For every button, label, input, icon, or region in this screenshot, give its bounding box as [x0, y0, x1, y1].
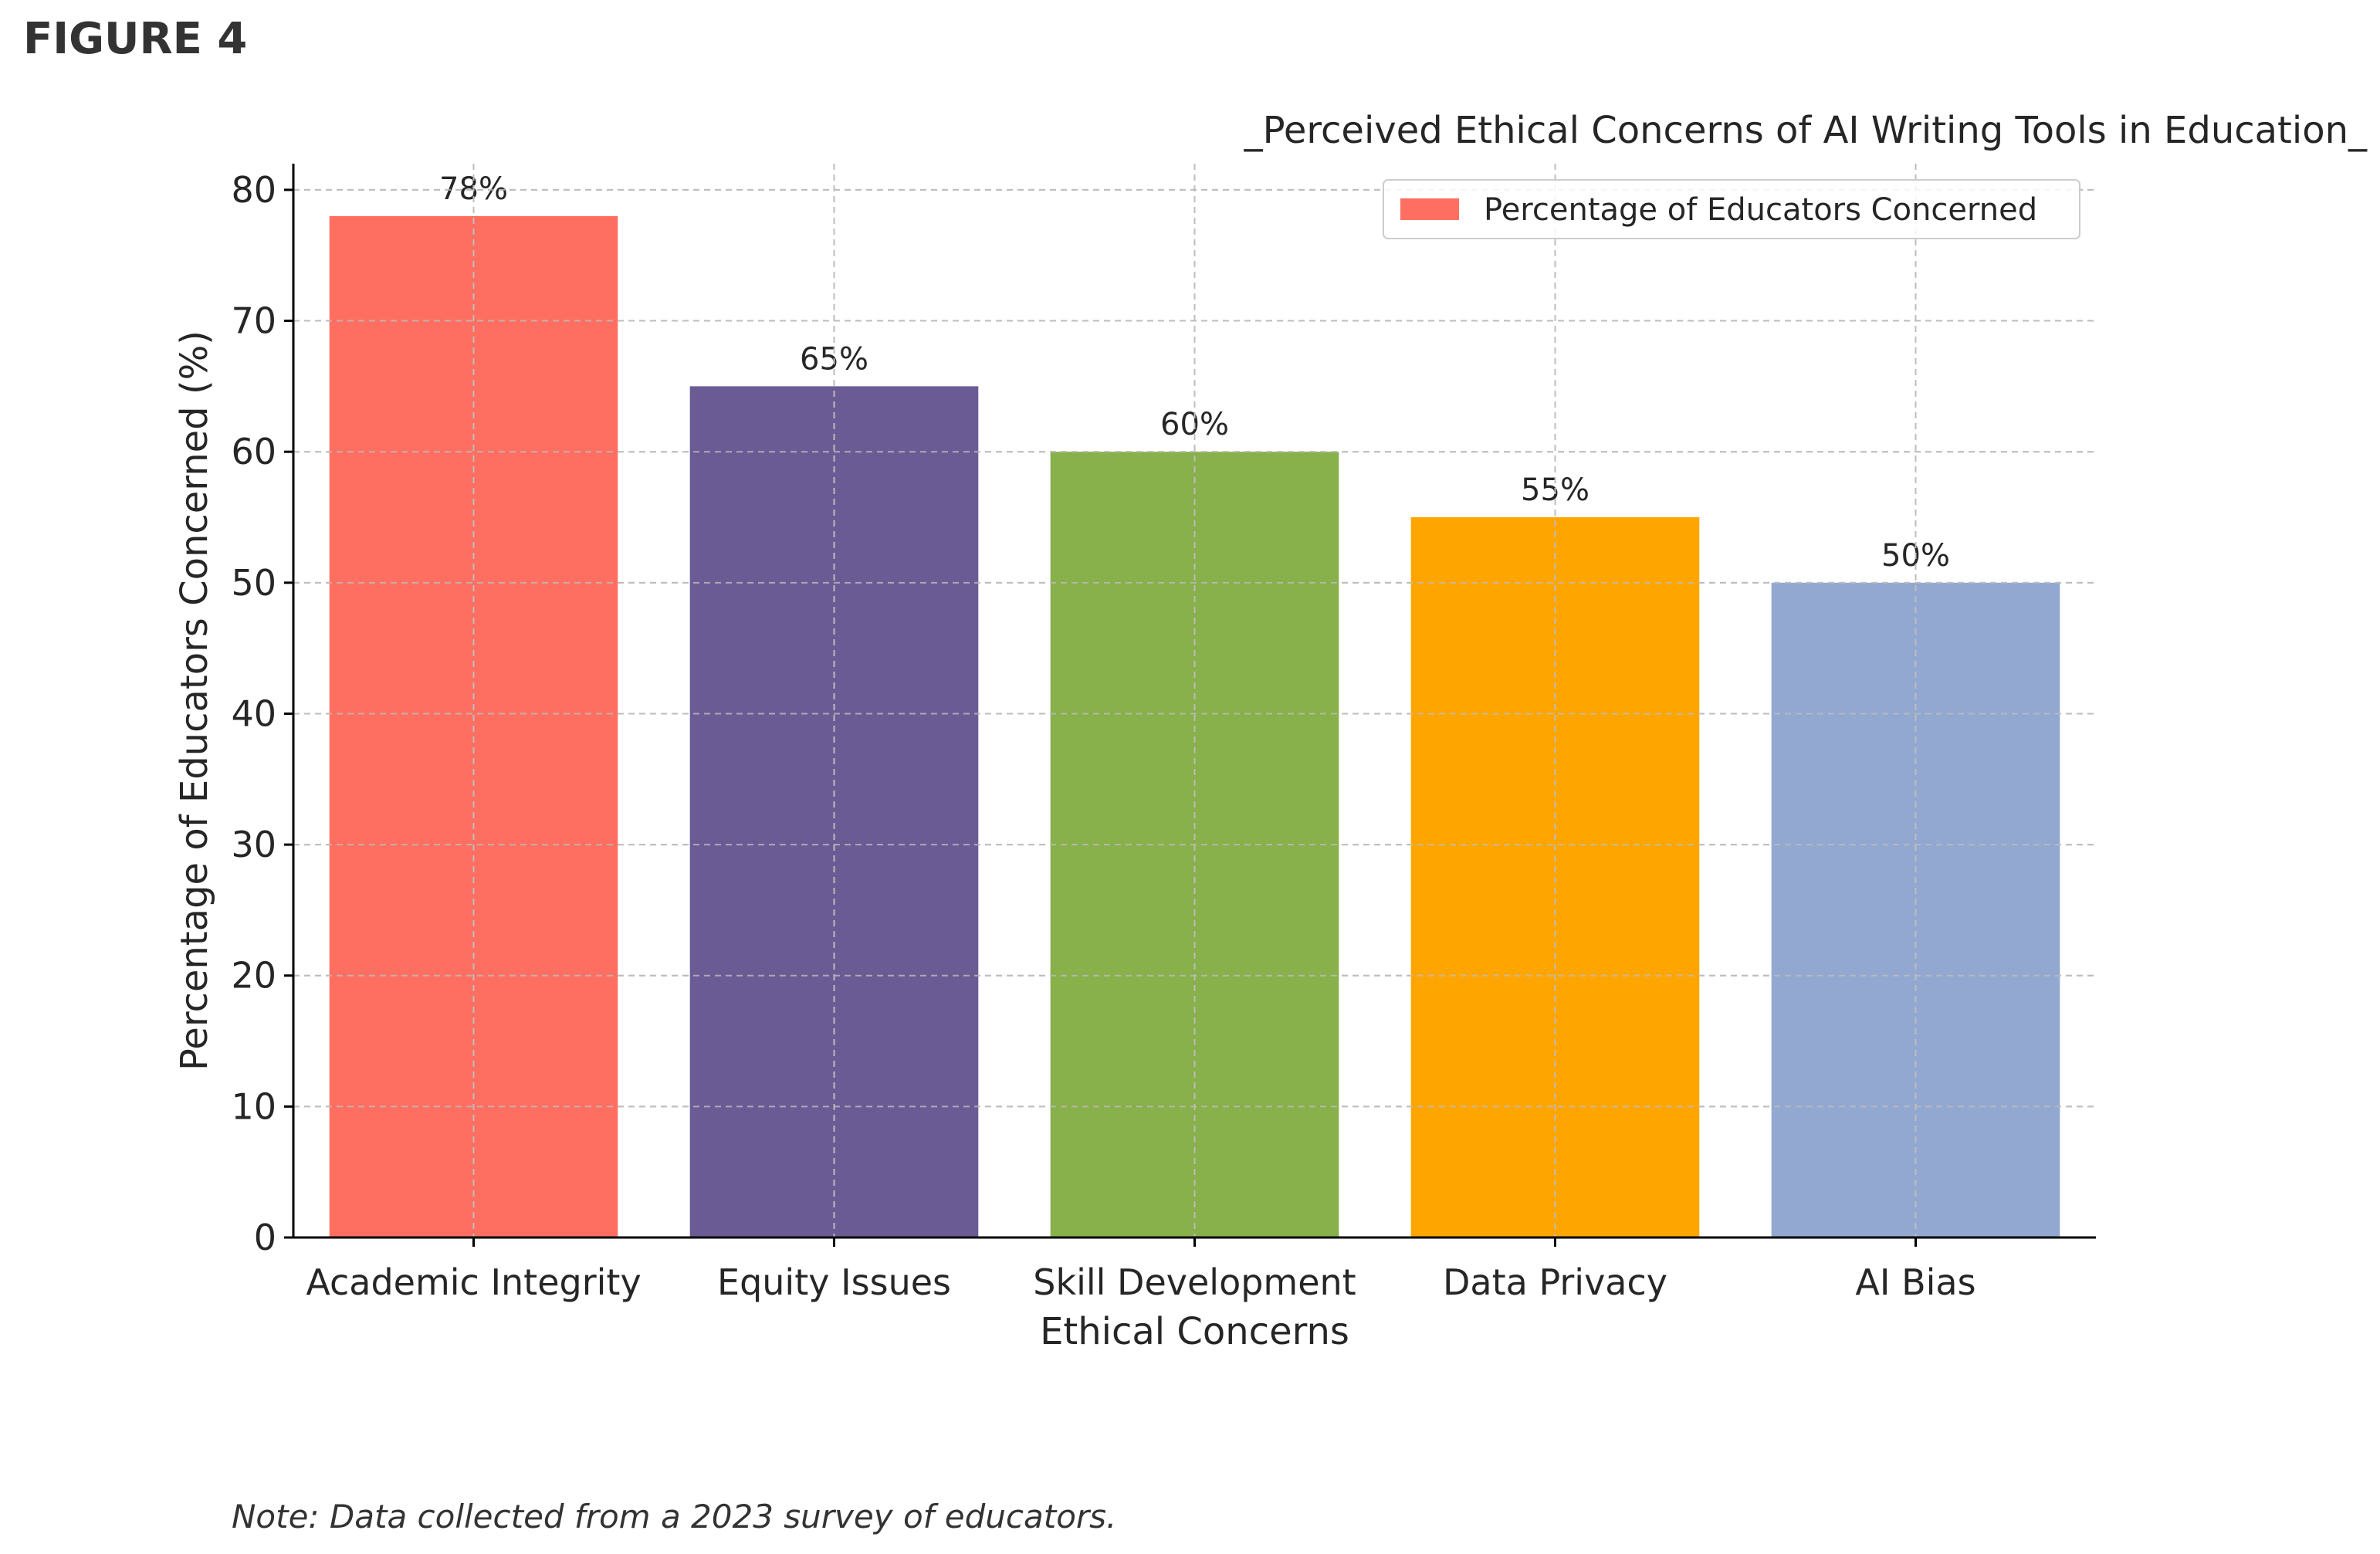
x-tick-label: AI Bias	[1855, 1261, 1975, 1303]
legend: Percentage of Educators Concerned	[1383, 179, 2080, 239]
x-tick-label: Academic Integrity	[306, 1261, 641, 1303]
x-tick-label: Data Privacy	[1443, 1261, 1667, 1303]
x-axis-title: Ethical Concerns	[1040, 1310, 1349, 1353]
y-tick-label: 0	[254, 1217, 276, 1258]
axes-layer: 0 10 20 30 40 50 60 70 80 Academic Integrity Equit…	[231, 164, 2096, 1303]
y-tick-label: 50	[231, 562, 276, 604]
y-tick-label: 20	[231, 955, 276, 997]
chart-title: _Perceived Ethical Concerns of AI Writin…	[1244, 109, 2368, 152]
legend-box	[1383, 179, 2080, 239]
bars-layer: 78%65%60%55%50%	[293, 164, 2096, 1238]
y-tick-label: 40	[231, 692, 276, 734]
x-tick-label: Equity Issues	[717, 1261, 951, 1303]
y-tick-label: 80	[231, 169, 276, 211]
legend-label: Percentage of Educators Concerned	[1484, 192, 2037, 228]
y-tick-label: 10	[231, 1085, 276, 1127]
y-tick-label: 70	[231, 300, 276, 342]
figure-label: FIGURE 4	[23, 14, 248, 64]
y-tick-label: 60	[231, 431, 276, 472]
footnote: Note: Data collected from a 2023 survey …	[232, 1498, 1117, 1535]
y-tick-label: 30	[231, 824, 276, 865]
x-tick-label: Skill Development	[1033, 1261, 1356, 1303]
y-axis-title: Percentage of Educators Concerned (%)	[173, 330, 216, 1071]
legend-swatch	[1400, 198, 1459, 220]
